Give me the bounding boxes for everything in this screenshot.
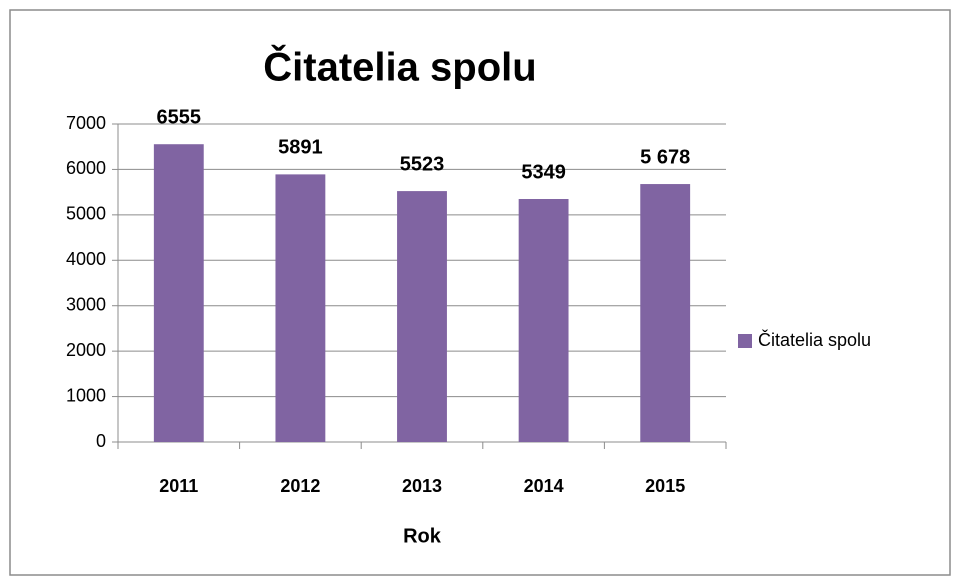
bar [397, 191, 447, 442]
y-tick-label: 2000 [66, 340, 106, 360]
data-label: 5 678 [640, 146, 690, 168]
x-axis-label: Rok [403, 525, 442, 547]
data-label: 5891 [278, 137, 323, 159]
legend-label: Čitatelia spolu [758, 329, 871, 350]
bar [518, 199, 569, 442]
y-tick-label: 3000 [66, 294, 106, 314]
data-label: 6555 [157, 106, 202, 128]
x-tick-label: 2012 [280, 476, 320, 496]
bar [153, 144, 204, 443]
x-tick-label: 2011 [159, 476, 198, 496]
bar [640, 184, 691, 442]
x-tick-label: 2013 [402, 476, 442, 496]
y-tick-label: 5000 [66, 204, 106, 224]
y-tick-label: 1000 [66, 385, 106, 405]
y-tick-label: 6000 [66, 158, 106, 178]
y-tick-label: 0 [96, 431, 106, 451]
x-tick-label: 2014 [524, 476, 564, 496]
data-label: 5349 [521, 161, 566, 183]
y-tick-label: 4000 [66, 249, 106, 269]
y-tick-label: 7000 [66, 113, 106, 133]
bar [275, 174, 326, 442]
chart-border [9, 9, 951, 576]
data-label: 5523 [400, 153, 445, 175]
chart-title: Čitatelia spolu [263, 44, 536, 90]
legend-swatch [738, 334, 752, 348]
x-tick-label: 2015 [645, 476, 685, 496]
